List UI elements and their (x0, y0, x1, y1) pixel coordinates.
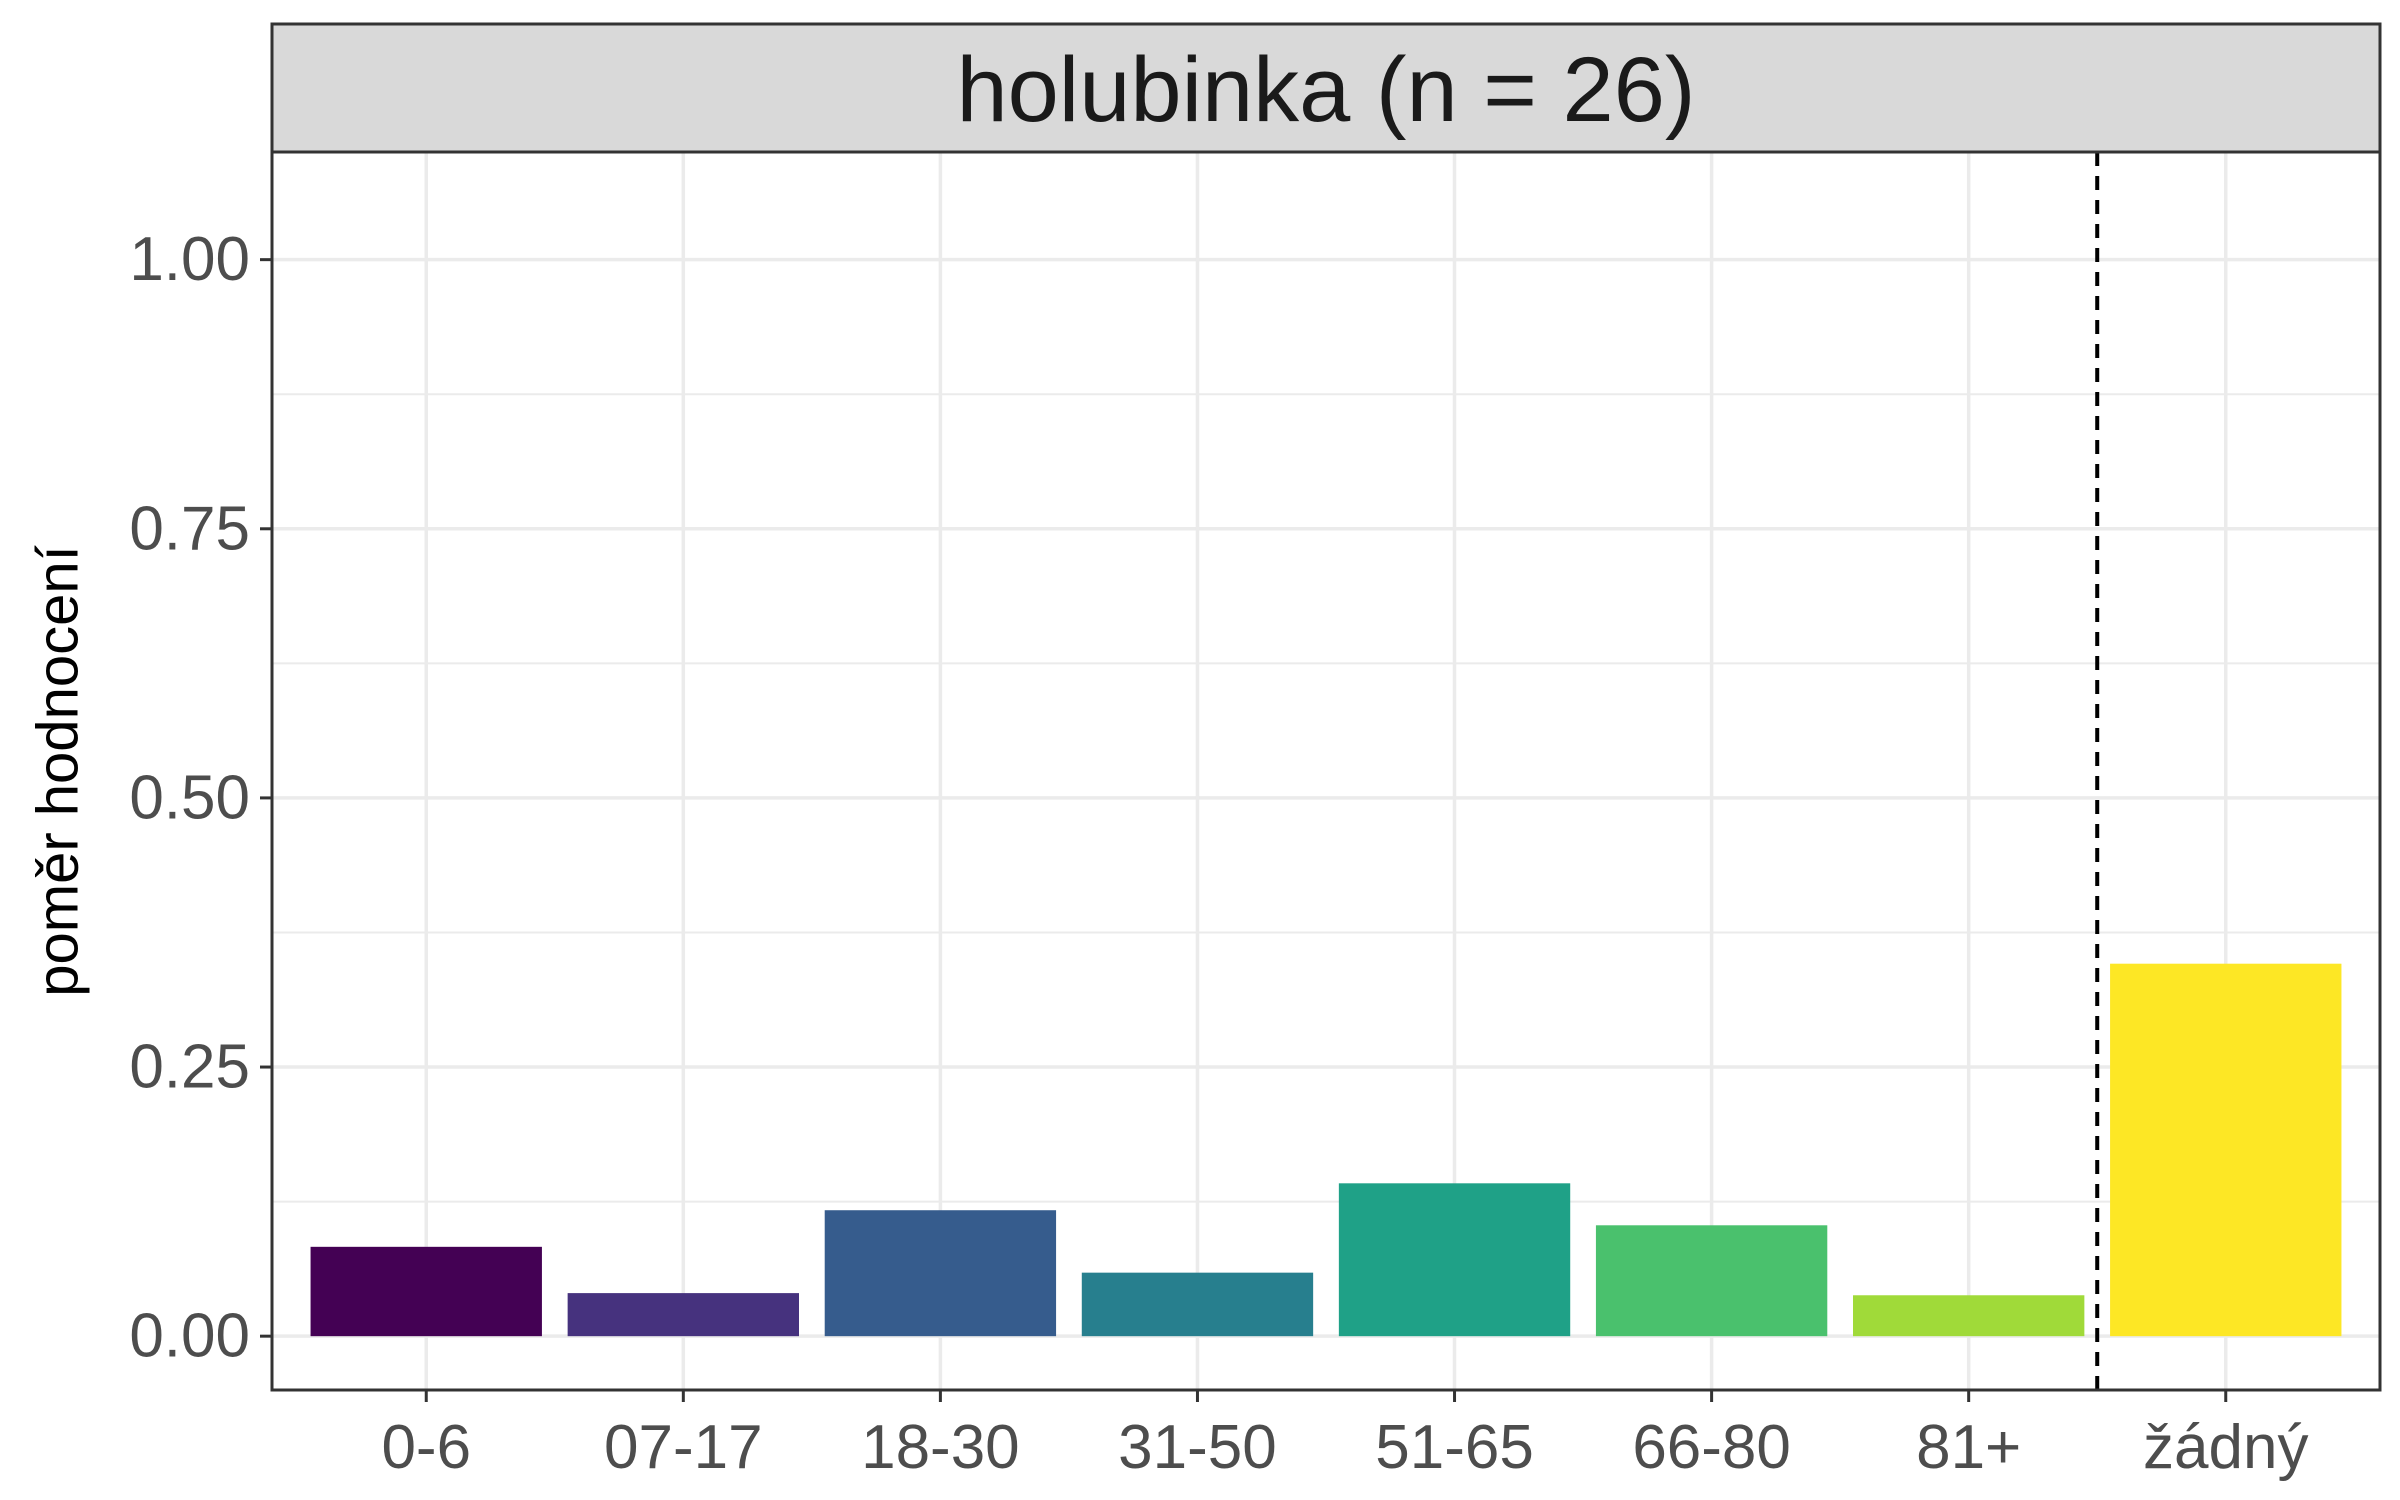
bar-žádný (2110, 963, 2342, 1337)
bar-66-80 (1595, 1225, 1828, 1337)
y-axis-title: poměr hodnocení (26, 545, 91, 996)
bar-0-6 (310, 1246, 542, 1337)
bar-51-65 (1338, 1183, 1571, 1337)
panel-border (270, 150, 2382, 1392)
x-tick-label: 66-80 (1632, 1413, 1791, 1482)
x-tick-label: 07-17 (604, 1413, 763, 1482)
bar-07-17 (567, 1293, 799, 1337)
major-gridlines (272, 152, 2380, 1390)
x-tick-label: 18-30 (861, 1413, 1020, 1482)
x-tick-label: 31-50 (1118, 1413, 1277, 1482)
chart-title: holubinka (n = 26) (956, 39, 1695, 141)
x-tick-label: 81+ (1916, 1413, 2021, 1482)
minor-gridlines (272, 393, 2380, 1203)
y-axis: 0.00 0.25 0.50 0.75 1.00 (129, 225, 272, 1371)
bar-18-30 (824, 1210, 1057, 1337)
x-axis: 0-6 07-17 18-30 31-50 51-65 66-80 81+ žádný (381, 1390, 2308, 1482)
y-tick-label: 0.50 (129, 763, 250, 832)
y-tick-label: 0.00 (129, 1302, 250, 1371)
strip-background (270, 22, 2382, 154)
x-tick-label: 51-65 (1375, 1413, 1534, 1482)
x-tick-label: žádný (2143, 1413, 2308, 1482)
x-tick-label: 0-6 (381, 1413, 471, 1482)
y-tick-label: 0.75 (129, 494, 250, 563)
bar-series (310, 963, 2342, 1337)
bar-31-50 (1081, 1272, 1314, 1337)
bar-81+ (1853, 1295, 2085, 1337)
y-tick-label: 1.00 (129, 225, 250, 294)
y-tick-label: 0.25 (129, 1033, 250, 1102)
